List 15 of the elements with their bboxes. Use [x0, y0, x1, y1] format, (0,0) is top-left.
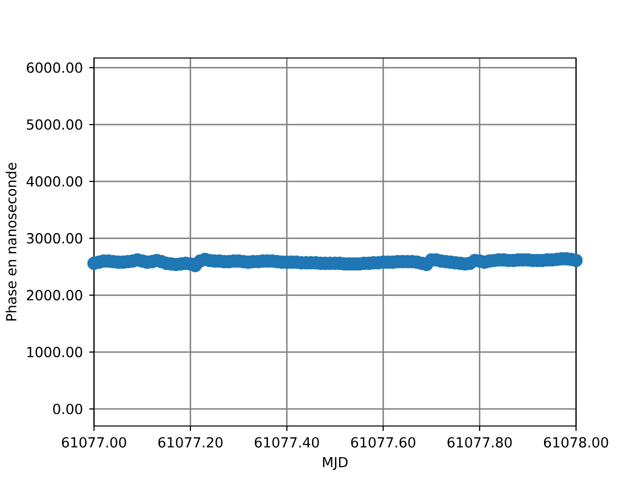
x-tick-label: 61077.60 — [351, 437, 416, 448]
y-tick-label: 4000.00 — [26, 176, 82, 187]
y-axis-title: Phase en nanoseconde — [6, 162, 16, 321]
x-tick-label: 61077.20 — [158, 437, 223, 448]
y-tick-label: 5000.00 — [26, 119, 82, 130]
x-tick-label: 61078.00 — [544, 437, 608, 448]
x-tick-label: 61077.40 — [254, 437, 319, 448]
x-axis-title: MJD — [323, 457, 348, 470]
y-tick-label: 2000.00 — [26, 290, 82, 300]
y-tick-label: 1000.00 — [27, 346, 82, 358]
y-tick-label: 3000.00 — [26, 233, 82, 244]
y-tick-label: 6000.00 — [26, 62, 82, 73]
x-tick-label: 61077.80 — [448, 437, 512, 448]
y-tick-label: 0.00 — [53, 404, 82, 414]
x-tick-label: 61077.00 — [62, 437, 126, 448]
